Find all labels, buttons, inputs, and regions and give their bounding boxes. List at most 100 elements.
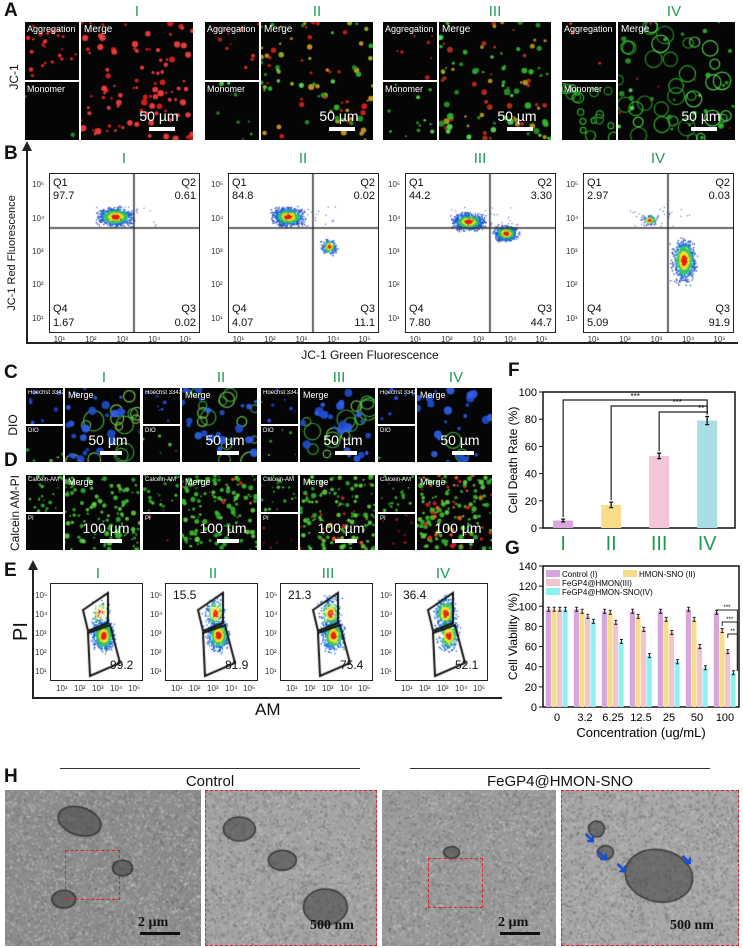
x-tick-label: 10³	[116, 335, 129, 344]
f-y-axis-label: Cell Death Rate (%)	[506, 407, 520, 514]
scale-bar-2um-control	[140, 932, 180, 935]
g-x-tick-label: 6.25	[602, 712, 623, 724]
g-bar	[590, 621, 596, 707]
f-significance-bracket	[562, 399, 708, 518]
inset-label-calcein: Calcein-AM	[28, 477, 60, 483]
g-significance-bracket	[727, 633, 738, 671]
quadrant-q4-name: Q4	[587, 303, 602, 315]
g-error-bar	[703, 665, 707, 671]
g-error-bar	[720, 627, 724, 633]
g-bar	[557, 609, 563, 707]
scale-bar	[507, 127, 533, 131]
a-group-label-II: II	[312, 3, 322, 20]
a-group-label-IV: IV	[666, 3, 682, 20]
g-error-bar	[552, 606, 556, 612]
g-error-bar	[547, 606, 551, 612]
e-x-tick-label: 10³	[437, 684, 449, 693]
panel-label-c: C	[4, 362, 18, 383]
gate-lower-value: 52.1	[455, 658, 479, 672]
gate-lower-value: 75.4	[340, 658, 364, 672]
x-tick-label: 10⁴	[503, 335, 517, 344]
scale-bar-label: 50 µm	[681, 108, 721, 124]
e-x-axis-line	[32, 697, 502, 699]
c-merge-label: Merge	[420, 390, 446, 400]
g-legend-swatch	[546, 570, 560, 577]
g-bar	[697, 646, 703, 707]
flow-density-plot-II	[228, 173, 379, 333]
gate-plot-frame	[280, 583, 373, 681]
aggregation-image	[205, 22, 259, 80]
f-y-tick-label: 20	[525, 496, 537, 508]
tem-high-frame-control	[205, 790, 377, 946]
e-y-tick-label: 10³	[380, 629, 392, 638]
quadrant-q3-name: Q3	[181, 303, 196, 315]
y-tick-label: 10⁵	[388, 180, 401, 190]
aggregation-image	[562, 22, 616, 80]
d-merge-label: Merge	[420, 477, 446, 487]
flow-plot-frame	[405, 173, 556, 333]
e-x-tick-label: 10⁴	[340, 684, 353, 693]
quadrant-q3-name: Q3	[360, 303, 375, 315]
merge-label: Merge	[442, 24, 471, 35]
flow-density-plot-III	[405, 173, 556, 333]
g-y-tick-label: 60	[525, 642, 537, 654]
e-y-tick-label: 10³	[150, 629, 162, 638]
y-tick-label: 10²	[566, 280, 578, 290]
f-y-tick-label: 80	[525, 414, 537, 426]
inset-label-aggregation: Aggregation	[27, 24, 76, 34]
scale-bar	[329, 127, 355, 131]
g-bar	[725, 651, 731, 707]
c-group-label-IV: IV	[448, 369, 464, 386]
g-bar	[669, 632, 675, 707]
quadrant-q3-value: 11.1	[354, 317, 375, 329]
monomer-image	[205, 82, 259, 140]
monomer-image	[25, 82, 79, 140]
quadrant-q1-value: 44.2	[409, 190, 431, 202]
quadrant-q3-name: Q3	[715, 303, 730, 315]
gate-upper-value: 21.3	[288, 588, 312, 602]
g-bar	[657, 611, 663, 707]
g-bar	[613, 622, 619, 707]
e-x-tick-label: 10¹	[286, 684, 298, 693]
g-bar	[573, 609, 579, 707]
g-legend-swatch	[546, 588, 560, 595]
aggregation-image	[383, 22, 437, 80]
quadrant-q1-name: Q1	[53, 177, 68, 189]
x-tick-label: 10¹	[232, 335, 245, 344]
scale-bar-label-2um-control: 2 µm	[138, 915, 169, 930]
b-group-label-II: II	[298, 150, 308, 167]
y-axis-arrow	[26, 150, 28, 343]
d-merge-image	[65, 475, 140, 550]
d-scale-bar	[452, 539, 474, 543]
e-x-tick-label: 10⁵	[243, 684, 256, 693]
g-error-bar	[631, 608, 635, 614]
g-bar	[691, 619, 697, 707]
f-y-tick-label: 100	[519, 387, 537, 399]
g-legend-swatch	[623, 570, 637, 577]
g-legend-swatch	[546, 579, 560, 586]
d-merge-label: Merge	[303, 477, 329, 487]
flow-gate-plot-III	[280, 583, 373, 681]
merge-label: Merge	[621, 24, 650, 35]
inset-label-hoechst: Hoechst 3342	[263, 390, 301, 396]
inset-label-calcein: Calcein-AM	[263, 477, 295, 483]
d-scale-bar-label: 100 µm	[317, 520, 365, 536]
g-significance-mark: **	[730, 629, 735, 635]
b-group-label-I: I	[121, 150, 127, 167]
y-tick-label: 10²	[32, 280, 44, 290]
e-y-tick-label: 10⁴	[150, 610, 163, 619]
gate-lower-value: 81.9	[225, 658, 249, 672]
g-bar	[635, 616, 641, 707]
d-merge-image	[417, 475, 492, 550]
merge-image	[439, 22, 551, 140]
x-tick-label: 10⁵	[535, 335, 548, 344]
y-tick-label: 10³	[211, 247, 223, 256]
c-scale-bar	[100, 451, 122, 455]
f-error-bar	[561, 518, 566, 523]
g-bar	[585, 616, 591, 707]
panel-label-d: D	[4, 450, 18, 471]
g-bar	[601, 611, 607, 707]
e-y-tick-label: 10²	[380, 648, 392, 657]
flow-plot-frame	[49, 173, 200, 333]
